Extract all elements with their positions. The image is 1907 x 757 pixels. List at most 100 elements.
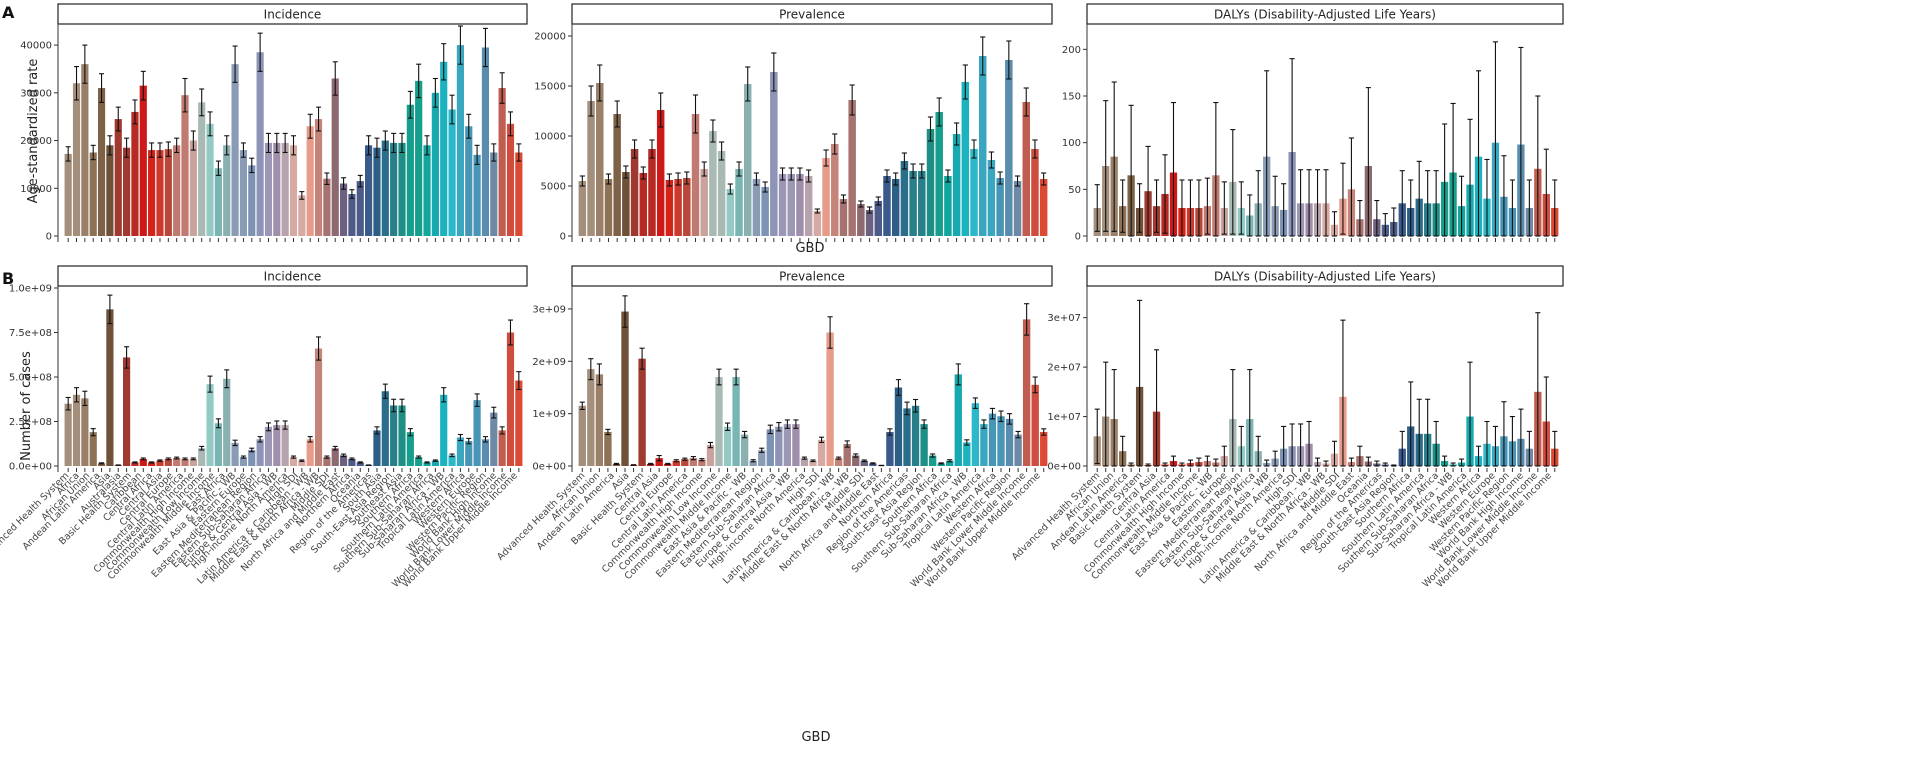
bar (726, 189, 735, 236)
bar (515, 152, 523, 236)
bar (156, 150, 164, 236)
bar (181, 95, 189, 236)
bar (214, 423, 222, 466)
bar (970, 149, 978, 236)
bar (918, 171, 926, 236)
ytick-label: 10000 (20, 184, 52, 195)
bar (373, 147, 381, 236)
bar (289, 457, 298, 466)
bar (852, 455, 860, 466)
bar (64, 403, 72, 466)
bar (1031, 384, 1039, 466)
bar (256, 439, 264, 466)
bar (331, 448, 339, 466)
bar (223, 145, 231, 236)
bar (1005, 60, 1013, 236)
bar (761, 187, 769, 236)
bar (700, 169, 708, 236)
bar (809, 460, 817, 466)
bar (674, 179, 682, 236)
bar (390, 405, 398, 466)
bar (656, 110, 665, 236)
bar (900, 161, 909, 236)
bar (89, 152, 97, 236)
bar (356, 181, 364, 236)
bar (348, 458, 356, 466)
bar (289, 145, 298, 236)
bar (683, 178, 691, 236)
strip-title-a1: Incidence (264, 8, 322, 22)
bar (1022, 102, 1030, 236)
bar (848, 100, 856, 236)
bar (596, 83, 604, 236)
bar (123, 147, 131, 236)
bar (298, 460, 306, 466)
bar (886, 431, 894, 466)
ytick-label: 50 (1068, 185, 1081, 196)
ytick-label: 200 (1062, 45, 1081, 56)
bar (72, 394, 81, 466)
bar (189, 140, 197, 236)
panel-b3: DALYs (Disability-Adjusted Life Years) 0e… (1010, 265, 1564, 590)
strip-a3 (1086, 3, 1564, 25)
ytick-label: 20000 (20, 136, 52, 147)
bar (691, 114, 700, 236)
bar (952, 134, 961, 236)
bar (173, 457, 181, 466)
ytick-label: 2.5e+08 (9, 417, 52, 428)
bar (323, 178, 331, 236)
bar (490, 152, 498, 236)
bar (114, 119, 122, 236)
bar (415, 457, 423, 466)
bar (97, 463, 106, 466)
bar (735, 169, 743, 236)
bar (431, 460, 439, 466)
row-a-letter: A (2, 3, 15, 22)
ytick-label: 3e+09 (532, 304, 566, 315)
bar (800, 458, 809, 466)
bar (920, 424, 928, 466)
ytick-label: 0e+00 (1047, 462, 1081, 473)
bar (81, 64, 89, 237)
bar (987, 160, 996, 236)
bar (770, 72, 778, 236)
bar (775, 426, 783, 466)
bar (978, 56, 987, 236)
bar (1013, 181, 1022, 236)
bar (239, 150, 248, 236)
bar (423, 145, 431, 236)
bar (1039, 179, 1048, 236)
bar (314, 348, 323, 466)
bar (783, 424, 792, 466)
ytick-label: 0.0e+00 (9, 462, 52, 473)
bar (891, 179, 900, 236)
bar (935, 112, 943, 236)
bar (860, 460, 868, 466)
bar (306, 439, 314, 466)
bar (988, 413, 997, 466)
bar (206, 384, 214, 466)
bar (911, 405, 920, 466)
bar (498, 430, 506, 466)
bar (139, 85, 147, 236)
bar (698, 459, 706, 466)
bar (817, 439, 826, 466)
bar (665, 180, 674, 236)
bar (1005, 418, 1014, 466)
bar (423, 462, 431, 466)
bar (181, 458, 189, 466)
bar (587, 101, 595, 236)
panel-b1: Incidence 0.0e+00 2.5e+08 5.0e+08 7.5e+08 1.0… (0, 265, 528, 590)
bar (723, 426, 732, 466)
bar (72, 83, 81, 237)
bar (869, 463, 877, 466)
bar (189, 458, 197, 466)
panel-a1: Incidence 0 10000 20000 30000 40000 (20, 3, 528, 243)
bar (928, 455, 937, 466)
bar (909, 171, 917, 236)
bar (595, 374, 604, 466)
bar (231, 442, 239, 466)
bar (81, 398, 89, 466)
bar (672, 460, 680, 466)
